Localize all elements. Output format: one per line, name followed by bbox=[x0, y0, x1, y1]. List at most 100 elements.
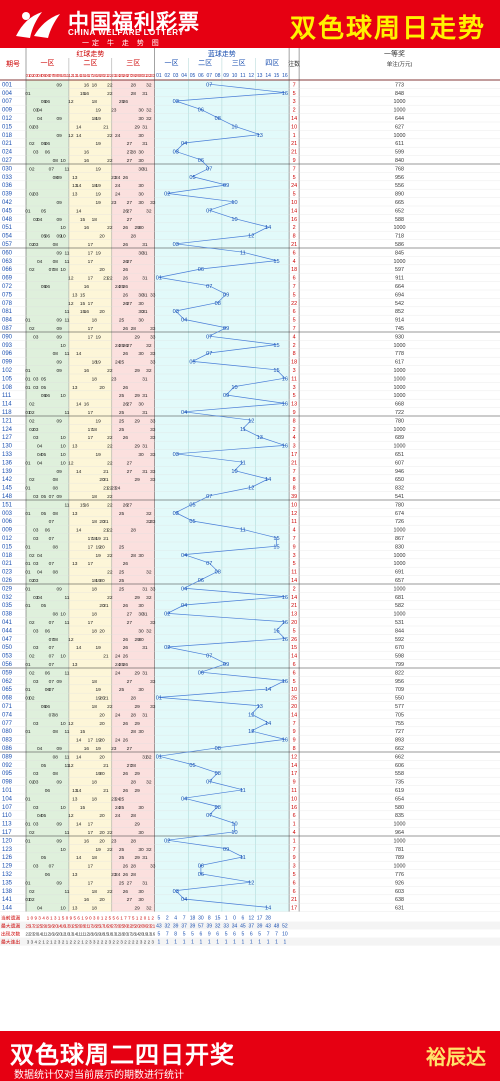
red-ball: 06 bbox=[45, 704, 51, 710]
red-ball: 20 bbox=[99, 771, 105, 777]
prize-cell: 651 bbox=[395, 452, 404, 458]
red-ball: 27 bbox=[127, 200, 133, 206]
red-stat-value: 11 bbox=[76, 932, 81, 937]
bets-cell: 10 bbox=[291, 124, 297, 130]
red-ball: 18 bbox=[92, 536, 98, 542]
red-ball: 20 bbox=[99, 309, 105, 315]
bets-cell: 6 bbox=[293, 670, 296, 676]
blue-ball: 10 bbox=[231, 124, 237, 130]
red-ball: 18 bbox=[92, 376, 98, 382]
red-ball: 16 bbox=[84, 284, 90, 290]
red-number-header: 25 bbox=[119, 73, 124, 78]
red-ball: 08 bbox=[53, 570, 59, 576]
prize-cell: 911 bbox=[395, 276, 404, 282]
prize-cell: 674 bbox=[395, 511, 404, 517]
red-stat-value: 3 bbox=[89, 940, 92, 945]
red-stat-value: 16 bbox=[49, 932, 54, 937]
red-ball: 21 bbox=[103, 763, 109, 769]
prize-cell: 822 bbox=[395, 670, 404, 676]
blue-ball: 04 bbox=[181, 318, 187, 324]
red-ball: 05 bbox=[41, 494, 47, 500]
bets-cell: 10 bbox=[291, 200, 297, 206]
red-ball: 28 bbox=[131, 763, 137, 769]
red-ball: 33 bbox=[150, 586, 156, 592]
red-number-header: 14 bbox=[76, 73, 81, 78]
prize-cell: 550 bbox=[395, 696, 404, 702]
bets-cell: 8 bbox=[293, 746, 296, 752]
red-ball: 33 bbox=[150, 704, 156, 710]
blue-stat-value: 37 bbox=[181, 924, 187, 930]
red-ball: 30 bbox=[138, 301, 144, 307]
red-ball: 09 bbox=[56, 250, 62, 256]
red-ball: 19 bbox=[95, 746, 101, 752]
red-ball: 01 bbox=[25, 838, 31, 844]
blue-ball: 10 bbox=[231, 200, 237, 206]
red-ball: 28 bbox=[131, 729, 137, 735]
red-ball: 30 bbox=[138, 183, 144, 189]
bets-cell: 6 bbox=[293, 250, 296, 256]
red-ball: 21 bbox=[103, 486, 109, 492]
red-stat-value: 3 bbox=[152, 940, 155, 945]
blue-ball: 16 bbox=[282, 402, 288, 408]
red-ball: 32 bbox=[146, 82, 152, 88]
red-ball: 23 bbox=[111, 838, 117, 844]
bets-cell: 3 bbox=[293, 99, 296, 105]
red-ball: 19 bbox=[95, 738, 101, 744]
red-ball: 05 bbox=[41, 511, 47, 517]
red-ball: 16 bbox=[84, 402, 90, 408]
bets-cell: 21 bbox=[291, 150, 297, 156]
red-zone-header: 二区 bbox=[83, 59, 97, 67]
red-ball: 27 bbox=[127, 679, 133, 685]
blue-stat-value: 1 bbox=[225, 916, 228, 922]
issue-cell: 066 bbox=[2, 267, 13, 273]
bets-cell: 10 bbox=[291, 796, 297, 802]
red-ball: 29 bbox=[134, 393, 140, 399]
blue-number-header: 06 bbox=[198, 73, 204, 79]
issue-cell: 071 bbox=[2, 704, 13, 710]
issue-cell: 136 bbox=[2, 460, 13, 466]
bets-cell: 7 bbox=[293, 847, 296, 853]
blue-ball: 11 bbox=[240, 250, 246, 256]
red-ball: 24 bbox=[115, 192, 121, 198]
header-bar: 中国福利彩票 CHINA WELFARE LOTTERY 一定 牛 走 势 图 … bbox=[0, 0, 500, 48]
blue-number-header: 03 bbox=[173, 73, 179, 79]
red-ball: 06 bbox=[45, 99, 51, 105]
red-stat-value: 9 bbox=[70, 916, 73, 921]
red-ball: 29 bbox=[134, 670, 140, 676]
red-ball: 09 bbox=[56, 880, 62, 886]
red-ball: 30 bbox=[138, 452, 144, 458]
red-ball: 21 bbox=[103, 519, 109, 525]
red-ball: 26 bbox=[123, 502, 129, 508]
red-ball: 20 bbox=[99, 544, 105, 550]
red-ball: 07 bbox=[49, 712, 55, 718]
red-ball: 20 bbox=[99, 628, 105, 634]
red-stat-value: 16 bbox=[150, 932, 155, 937]
red-ball: 29 bbox=[134, 418, 140, 424]
red-ball: 26 bbox=[123, 259, 129, 265]
red-ball: 07 bbox=[49, 654, 55, 660]
red-ball: 21 bbox=[103, 536, 109, 542]
footer-title: 双色球周二四日开奖 bbox=[10, 1042, 235, 1069]
red-ball: 13 bbox=[72, 175, 78, 181]
red-ball: 17 bbox=[88, 738, 94, 744]
red-ball: 27 bbox=[127, 620, 133, 626]
red-ball: 20 bbox=[99, 578, 105, 584]
red-ball: 18 bbox=[92, 612, 98, 618]
red-ball: 13 bbox=[72, 796, 78, 802]
issue-cell: 142 bbox=[2, 477, 13, 483]
red-number-header: 24 bbox=[115, 73, 120, 78]
red-ball: 14 bbox=[76, 351, 82, 357]
red-ball: 03 bbox=[33, 124, 39, 130]
red-stat-value: 28 bbox=[80, 924, 85, 929]
issue-cell: 083 bbox=[2, 738, 13, 744]
bets-cell: 9 bbox=[293, 780, 296, 786]
blue-ball: 07 bbox=[206, 334, 212, 340]
blue-ball: 15 bbox=[273, 368, 279, 374]
red-ball: 04 bbox=[37, 116, 43, 122]
red-ball: 02 bbox=[29, 477, 35, 483]
prize-cell: 664 bbox=[395, 284, 404, 290]
red-ball: 17 bbox=[88, 334, 94, 340]
red-ball: 30 bbox=[138, 729, 144, 735]
blue-stat-value: 6 bbox=[233, 932, 236, 938]
red-stat-value: 23 bbox=[29, 932, 34, 937]
